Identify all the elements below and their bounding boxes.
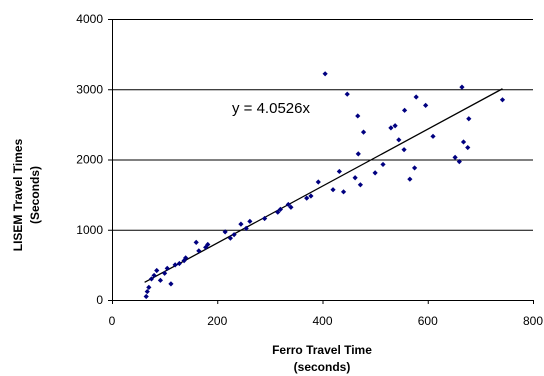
data-point (143, 293, 149, 300)
data-point (168, 281, 174, 287)
data-point (456, 159, 462, 165)
data-point (344, 91, 350, 97)
gridlines (112, 19, 533, 231)
data-point (148, 276, 155, 282)
data-point (466, 116, 472, 122)
data-point (452, 154, 458, 160)
data-point (196, 248, 202, 254)
data-point (262, 215, 268, 222)
data-point (304, 195, 310, 201)
y-tick-label: 1000 (76, 223, 103, 237)
data-point (154, 267, 160, 274)
data-point (411, 165, 418, 171)
data-point (277, 206, 283, 212)
data-point (222, 229, 228, 235)
y-axis-title-line1: LISEM Travel Times (11, 138, 25, 251)
data-point (205, 241, 211, 248)
data-point (401, 107, 408, 113)
data-point (372, 170, 378, 176)
data-point (172, 262, 178, 268)
data-point (360, 129, 367, 135)
data-point (388, 125, 394, 131)
data-point (181, 258, 187, 264)
y-tick-labels: 0 1000 2000 3000 4000 (76, 12, 103, 307)
data-point (392, 123, 398, 129)
y-tick-label: 0 (96, 293, 103, 307)
data-point (176, 260, 182, 267)
data-point (340, 189, 347, 195)
data-point (275, 209, 281, 215)
data-point (144, 288, 150, 295)
y-tick-label: 3000 (76, 82, 103, 96)
data-point (357, 182, 363, 188)
x-tick-label: 800 (523, 314, 543, 328)
data-point (430, 133, 436, 139)
data-point (231, 232, 237, 238)
axes (108, 19, 534, 304)
data-point (407, 176, 413, 182)
data-point (355, 113, 361, 119)
data-point (247, 218, 253, 224)
data-point (465, 144, 471, 151)
data-point (162, 270, 168, 276)
data-point (336, 168, 342, 175)
data-point (243, 225, 249, 231)
data-point (315, 179, 321, 185)
data-point (355, 151, 361, 157)
data-point (460, 139, 467, 145)
x-tick-label: 200 (207, 314, 227, 328)
data-point (193, 239, 199, 245)
data-point (151, 272, 157, 279)
trendline-group (144, 88, 503, 283)
data-point (330, 187, 336, 193)
data-point (396, 137, 402, 143)
y-axis-title-line2: (Seconds) (28, 166, 42, 224)
data-point (288, 204, 294, 210)
x-axis-title-line1: Ferro Travel Time (272, 343, 372, 357)
y-tick-label: 2000 (76, 153, 103, 167)
y-tick-label: 4000 (76, 12, 103, 26)
x-tick-labels: 0 200 400 600 800 (109, 314, 544, 328)
data-point (423, 102, 429, 109)
x-tick-label: 600 (418, 314, 438, 328)
data-points (143, 71, 506, 300)
data-point (146, 284, 152, 290)
data-point (164, 265, 170, 271)
data-point (157, 277, 164, 283)
x-axis-title-line2: (seconds) (294, 360, 351, 374)
trendline (144, 88, 503, 283)
data-point (352, 175, 358, 181)
data-point (238, 221, 244, 227)
data-point (308, 193, 314, 199)
x-tick-label: 0 (109, 314, 116, 328)
data-point (322, 71, 328, 77)
data-point (183, 255, 189, 261)
data-point (413, 94, 419, 100)
data-point (285, 201, 291, 208)
trendline-equation: y = 4.0526x (232, 100, 310, 117)
data-point (227, 235, 234, 241)
data-point (499, 97, 506, 103)
data-point (459, 84, 465, 90)
data-point (380, 161, 386, 168)
x-tick-label: 400 (312, 314, 332, 328)
data-point (401, 147, 407, 153)
